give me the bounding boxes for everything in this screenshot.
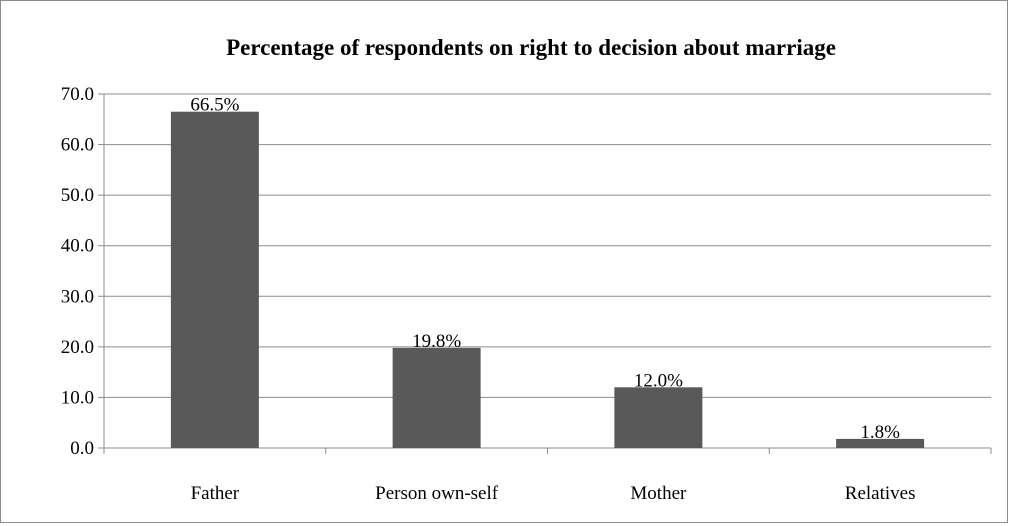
data-label: 66.5%	[190, 95, 239, 116]
category-label: Mother	[630, 483, 687, 504]
category-label: Person own-self	[375, 483, 499, 504]
y-tick-label: 70.0	[61, 84, 94, 105]
data-label: 19.8%	[412, 331, 461, 352]
bar-relatives	[836, 438, 925, 448]
data-labels: 66.5% 19.8% 12.0% 1.8%	[190, 95, 900, 443]
bar-person-own-self	[392, 347, 481, 448]
y-tick-label: 20.0	[61, 337, 94, 358]
bar-mother	[614, 387, 703, 448]
bars	[170, 111, 925, 448]
y-tick-label: 50.0	[61, 185, 94, 206]
chart-title: Percentage of respondents on right to de…	[226, 35, 836, 60]
y-axis-ticks: 0.0 10.0 20.0 30.0 40.0 50.0 60.0 70.0	[61, 84, 992, 459]
y-tick-label: 40.0	[61, 236, 94, 257]
data-label: 1.8%	[860, 422, 900, 443]
y-tick-label: 10.0	[61, 387, 94, 408]
data-label: 12.0%	[634, 370, 683, 391]
x-axis-categories: Father Person own-self Mother Relatives	[191, 483, 916, 504]
y-tick-label: 0.0	[70, 438, 94, 459]
y-tick-label: 60.0	[61, 135, 94, 156]
y-tick-label: 30.0	[61, 286, 94, 307]
category-label: Relatives	[845, 483, 916, 504]
category-label: Father	[191, 483, 240, 504]
bar-father	[170, 111, 259, 448]
